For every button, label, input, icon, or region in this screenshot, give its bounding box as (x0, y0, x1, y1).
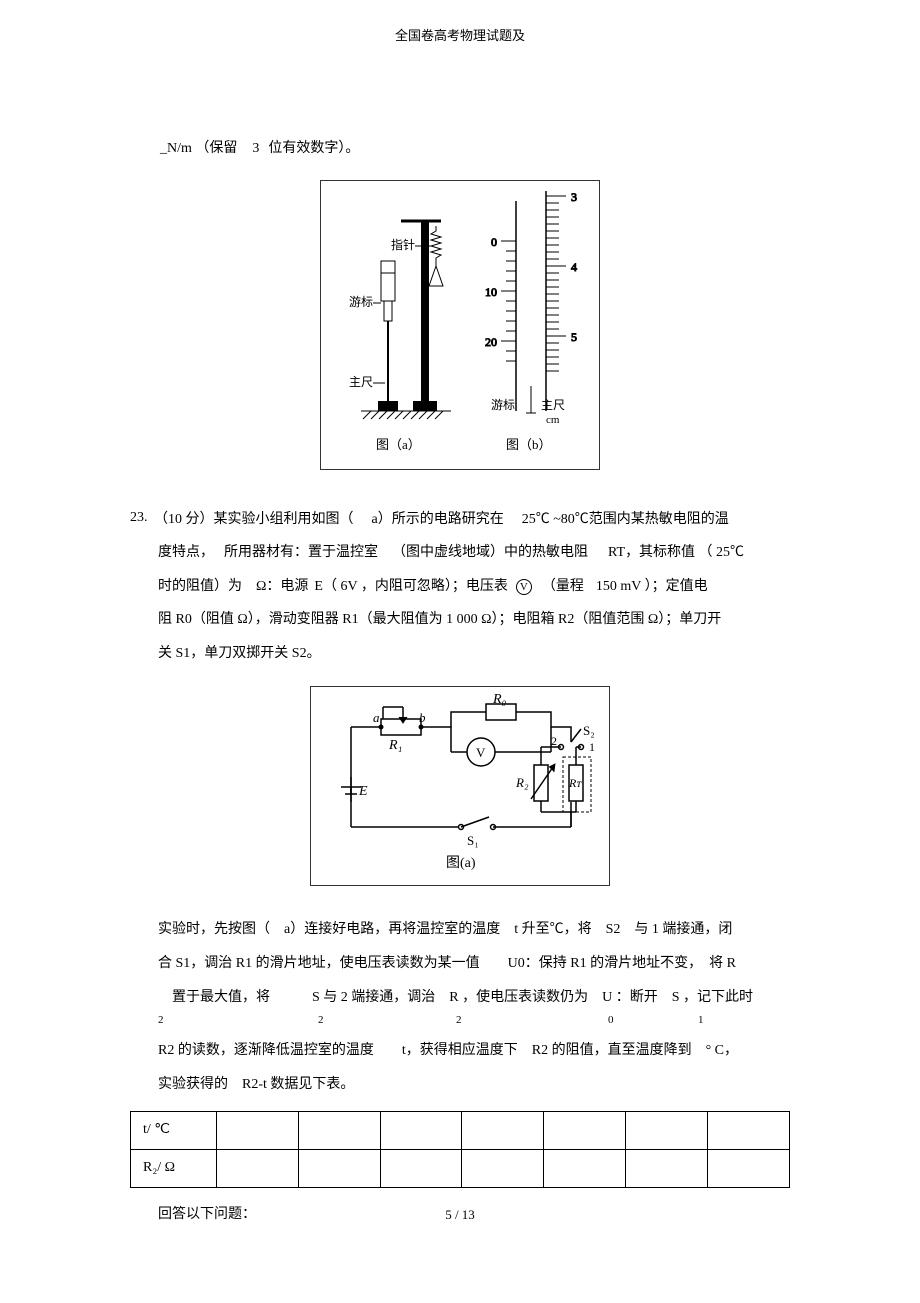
svg-text:3: 3 (571, 190, 577, 204)
table-row: R₂/ Ω (131, 1150, 790, 1188)
table-cell (216, 1112, 298, 1150)
q23-l2e: ，其标称值 （ 25℃ (625, 545, 744, 560)
table-cell (462, 1150, 544, 1188)
svg-text:0: 0 (491, 235, 497, 249)
page-content: _N/m （保留 3 位有效数字）。 (0, 44, 920, 1232)
table-row: t/ ℃ (131, 1112, 790, 1150)
circ-RT: Rᴛ (568, 776, 582, 790)
sub-1: 1 (698, 1014, 704, 1027)
circ-R1: R₁ (388, 738, 402, 753)
q23-l3f: 150 mV ）；定值电 (596, 579, 708, 594)
para2-l1: 实验时，先按图（ a）连接好电路，再将温控室的温度 t 升至℃，将 S2 与 1… (158, 913, 790, 947)
circuit-svg: a b R₁ R₀ V E S₁ S₂ 2 1 R₂ Rᴛ 图(a) (310, 686, 610, 886)
table-cell (708, 1150, 790, 1188)
para2-l2: 合 S1，调治 R1 的滑片地址，使电压表读数为某一值 U0：保持 R1 的滑片… (158, 947, 790, 981)
page-header: 全国卷高考物理试题及 (0, 0, 920, 44)
table-cell (708, 1112, 790, 1150)
table-cell (462, 1112, 544, 1150)
para2-l4: R2 的读数，逐渐降低温控室的温度 t，获得相应温度下 R2 的阻值，直至温度降… (158, 1034, 790, 1068)
circ-a: a (373, 710, 380, 725)
table-cell (626, 1150, 708, 1188)
circ-2: 2 (551, 734, 557, 748)
q23-line4: 阻 R0（阻值 Ω），滑动变阻器 R1（最大阻值为 1 000 Ω）；电阻箱 R… (158, 603, 790, 637)
table-cell (544, 1150, 626, 1188)
label-youbiao: 游标 (349, 295, 373, 309)
data-table: t/ ℃ R₂/ Ω (130, 1111, 790, 1188)
q23-l2d: RT (608, 545, 625, 560)
sub-2a: 2 (158, 1014, 164, 1027)
circ-E: E (358, 784, 368, 799)
sub-row: 2 2 2 0 1 (158, 1014, 790, 1028)
table-cell (298, 1150, 380, 1188)
q23-l1d: 25℃ ~80℃范围内某热敏电阻的温 (522, 512, 729, 527)
line1-pre: _N/m （保留 (160, 141, 237, 156)
label-zhizhen: 指针 (391, 237, 415, 252)
q23-l3a: 时的阻值）为 (158, 579, 242, 594)
label-youbiao2: 游标 (491, 398, 515, 412)
svg-text:20: 20 (485, 335, 497, 349)
q23-l2b: 所用器材有：置于温控室 (224, 545, 378, 560)
circ-b: b (419, 710, 426, 725)
q23-l1c: ）所示的电路研究在 (378, 512, 504, 527)
circ-V: V (476, 745, 486, 760)
fig-b-caption: 图（b） (506, 437, 552, 452)
q23-number: 23. (130, 503, 154, 537)
para2-l3: 置于最大值，将 S 与 2 端接通，调治 R ，使电压表读数仍为 U ：断开 S… (158, 981, 790, 1015)
circ-R2: R₂ (515, 775, 529, 790)
table-cell (298, 1112, 380, 1150)
row1-label: t/ ℃ (131, 1112, 217, 1150)
table-cell (216, 1150, 298, 1188)
voltmeter-icon: V (516, 579, 532, 595)
page-footer: 5 / 13 (0, 1207, 920, 1223)
table-cell (626, 1112, 708, 1150)
q23-l3b: Ω：电源 (256, 579, 308, 594)
circ-S2: S₂ (583, 723, 595, 738)
circ-caption: 图(a) (446, 856, 476, 871)
q23-line5: 关 S1，单刀双掷开关 S2。 (158, 637, 790, 671)
circuit-figure: a b R₁ R₀ V E S₁ S₂ 2 1 R₂ Rᴛ 图(a) (130, 686, 790, 899)
q23-l1a: 某实验小组利用如图（ (214, 512, 354, 527)
table-cell (380, 1150, 462, 1188)
q23-body: （10 分）某实验小组利用如图（a）所示的电路研究在25℃ ~80℃范围内某热敏… (154, 503, 790, 537)
q23-line3: 时的阻值）为 Ω：电源 E（ 6V ，内阻可忽略）；电压表 V （量程 150 mV ）；… (158, 570, 790, 604)
circ-S1: S₁ (467, 833, 479, 848)
sub-2b: 2 (318, 1014, 324, 1027)
row2-label: R₂/ Ω (131, 1150, 217, 1188)
sub-2c: 2 (456, 1014, 462, 1027)
label-zhuchi2: 主尺 (541, 398, 565, 412)
figure-ab-container: 游标 主尺 指针 图（a） (130, 180, 790, 483)
svg-text:5: 5 (571, 330, 577, 344)
line1-mid: 3 (252, 141, 259, 156)
label-zhuchi: 主尺 (349, 375, 373, 389)
sub-0: 0 (608, 1014, 614, 1027)
svg-text:10: 10 (485, 285, 497, 299)
circ-R0: R₀ (492, 692, 507, 707)
table-cell (380, 1112, 462, 1150)
fig-a-caption: 图（a） (376, 437, 421, 452)
table-cell (544, 1112, 626, 1150)
question-23: 23. （10 分）某实验小组利用如图（a）所示的电路研究在25℃ ~80℃范围… (130, 503, 790, 537)
q23-points: （10 分） (154, 512, 214, 527)
para2-l5: 实验获得的 R2-t 数据见下表。 (158, 1068, 790, 1102)
line-nm: _N/m （保留 3 位有效数字）。 (160, 134, 790, 165)
line1-post: 位有效数字）。 (268, 141, 359, 156)
q23-l2a: 度特点， (158, 545, 214, 560)
label-cm: cm (546, 414, 560, 426)
q23-l3e: （量程 (542, 579, 584, 594)
circ-1: 1 (589, 740, 595, 754)
figure-ab-svg: 游标 主尺 指针 图（a） (320, 180, 600, 470)
q23-l2c: （图中虚线地域）中的热敏电阻 (392, 545, 588, 560)
q23-l3c: E（ 6V ，内阻可忽略）；电压表 (314, 579, 507, 594)
svg-text:4: 4 (571, 260, 577, 274)
q23-line2: 度特点， 所用器材有：置于温控室 （图中虚线地域）中的热敏电阻 RT，其标称值 （ 2… (158, 536, 790, 570)
